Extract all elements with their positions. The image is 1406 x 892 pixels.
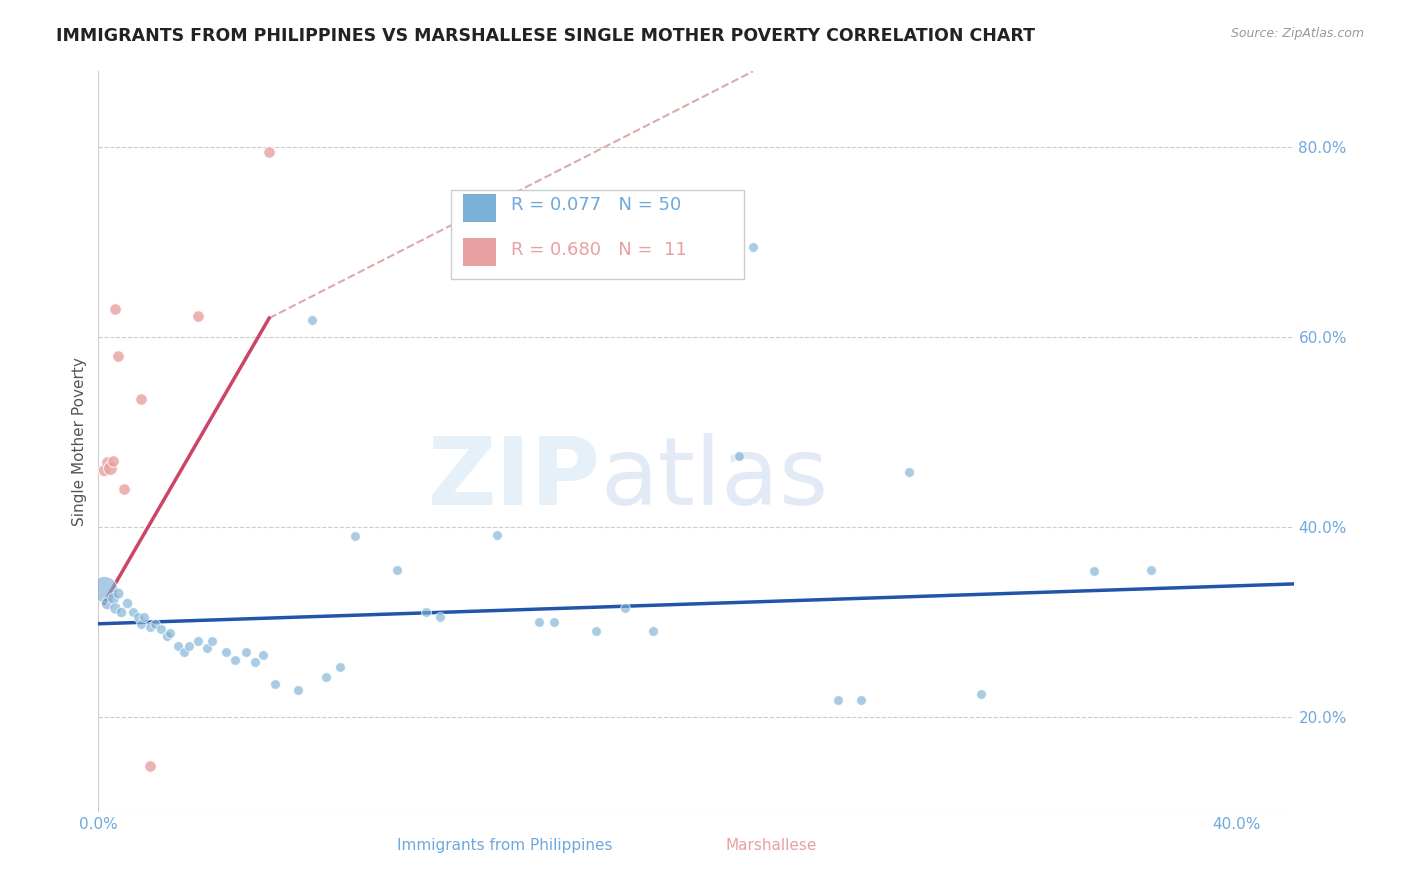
Point <box>132 610 155 624</box>
Point <box>96 455 118 469</box>
Point <box>257 145 280 159</box>
Point <box>96 596 118 610</box>
Point <box>107 349 129 363</box>
Point <box>263 676 285 690</box>
Point <box>243 655 266 669</box>
Point <box>115 596 138 610</box>
Point <box>129 392 152 406</box>
Point <box>329 660 352 674</box>
Point <box>138 620 160 634</box>
FancyBboxPatch shape <box>451 190 744 278</box>
Text: ZIP: ZIP <box>427 433 600 524</box>
Point <box>1083 564 1105 578</box>
Point <box>143 616 166 631</box>
Point <box>195 641 218 656</box>
Point <box>224 653 246 667</box>
Point <box>613 600 636 615</box>
Point <box>301 313 323 327</box>
Point <box>98 461 121 475</box>
Point <box>215 645 238 659</box>
Point <box>343 529 366 543</box>
Point <box>529 615 551 629</box>
Point <box>415 606 437 620</box>
Y-axis label: Single Mother Poverty: Single Mother Poverty <box>72 357 87 526</box>
Text: Source: ZipAtlas.com: Source: ZipAtlas.com <box>1230 27 1364 40</box>
Point <box>93 463 115 477</box>
Point <box>201 633 224 648</box>
FancyBboxPatch shape <box>685 834 710 856</box>
FancyBboxPatch shape <box>463 238 496 266</box>
Point <box>898 465 921 479</box>
Point <box>1140 563 1163 577</box>
Text: R = 0.680   N =  11: R = 0.680 N = 11 <box>510 241 686 259</box>
Point <box>110 606 132 620</box>
Point <box>235 645 257 659</box>
Point <box>101 591 124 606</box>
Text: R = 0.077   N = 50: R = 0.077 N = 50 <box>510 196 681 214</box>
Point <box>315 670 337 684</box>
Point <box>643 624 665 639</box>
Point <box>112 482 135 496</box>
Point <box>585 624 607 639</box>
Point <box>485 527 508 541</box>
Point <box>129 616 152 631</box>
Point <box>429 610 451 624</box>
Point <box>727 449 749 463</box>
Point <box>252 648 274 662</box>
Point <box>741 240 763 254</box>
Text: Marshallese: Marshallese <box>725 838 817 853</box>
Point <box>138 759 160 773</box>
Point <box>93 582 115 596</box>
Point <box>156 629 179 643</box>
Point <box>187 310 209 324</box>
Point <box>287 683 309 698</box>
Text: atlas: atlas <box>600 433 828 524</box>
Point <box>159 626 181 640</box>
Point <box>849 692 872 706</box>
Text: IMMIGRANTS FROM PHILIPPINES VS MARSHALLESE SINGLE MOTHER POVERTY CORRELATION CHA: IMMIGRANTS FROM PHILIPPINES VS MARSHALLE… <box>56 27 1035 45</box>
FancyBboxPatch shape <box>463 194 496 221</box>
Point <box>173 645 195 659</box>
Point <box>385 563 409 577</box>
Point <box>104 600 127 615</box>
Point <box>167 639 190 653</box>
Point <box>121 606 143 620</box>
Point <box>969 687 991 701</box>
Point <box>107 586 129 600</box>
Point <box>187 633 209 648</box>
Point <box>179 639 201 653</box>
Point <box>543 615 565 629</box>
Point <box>104 301 127 316</box>
FancyBboxPatch shape <box>356 834 381 856</box>
Point <box>127 610 149 624</box>
Point <box>150 623 173 637</box>
Point <box>827 692 849 706</box>
Text: Immigrants from Philippines: Immigrants from Philippines <box>398 838 613 853</box>
Point <box>101 453 124 467</box>
